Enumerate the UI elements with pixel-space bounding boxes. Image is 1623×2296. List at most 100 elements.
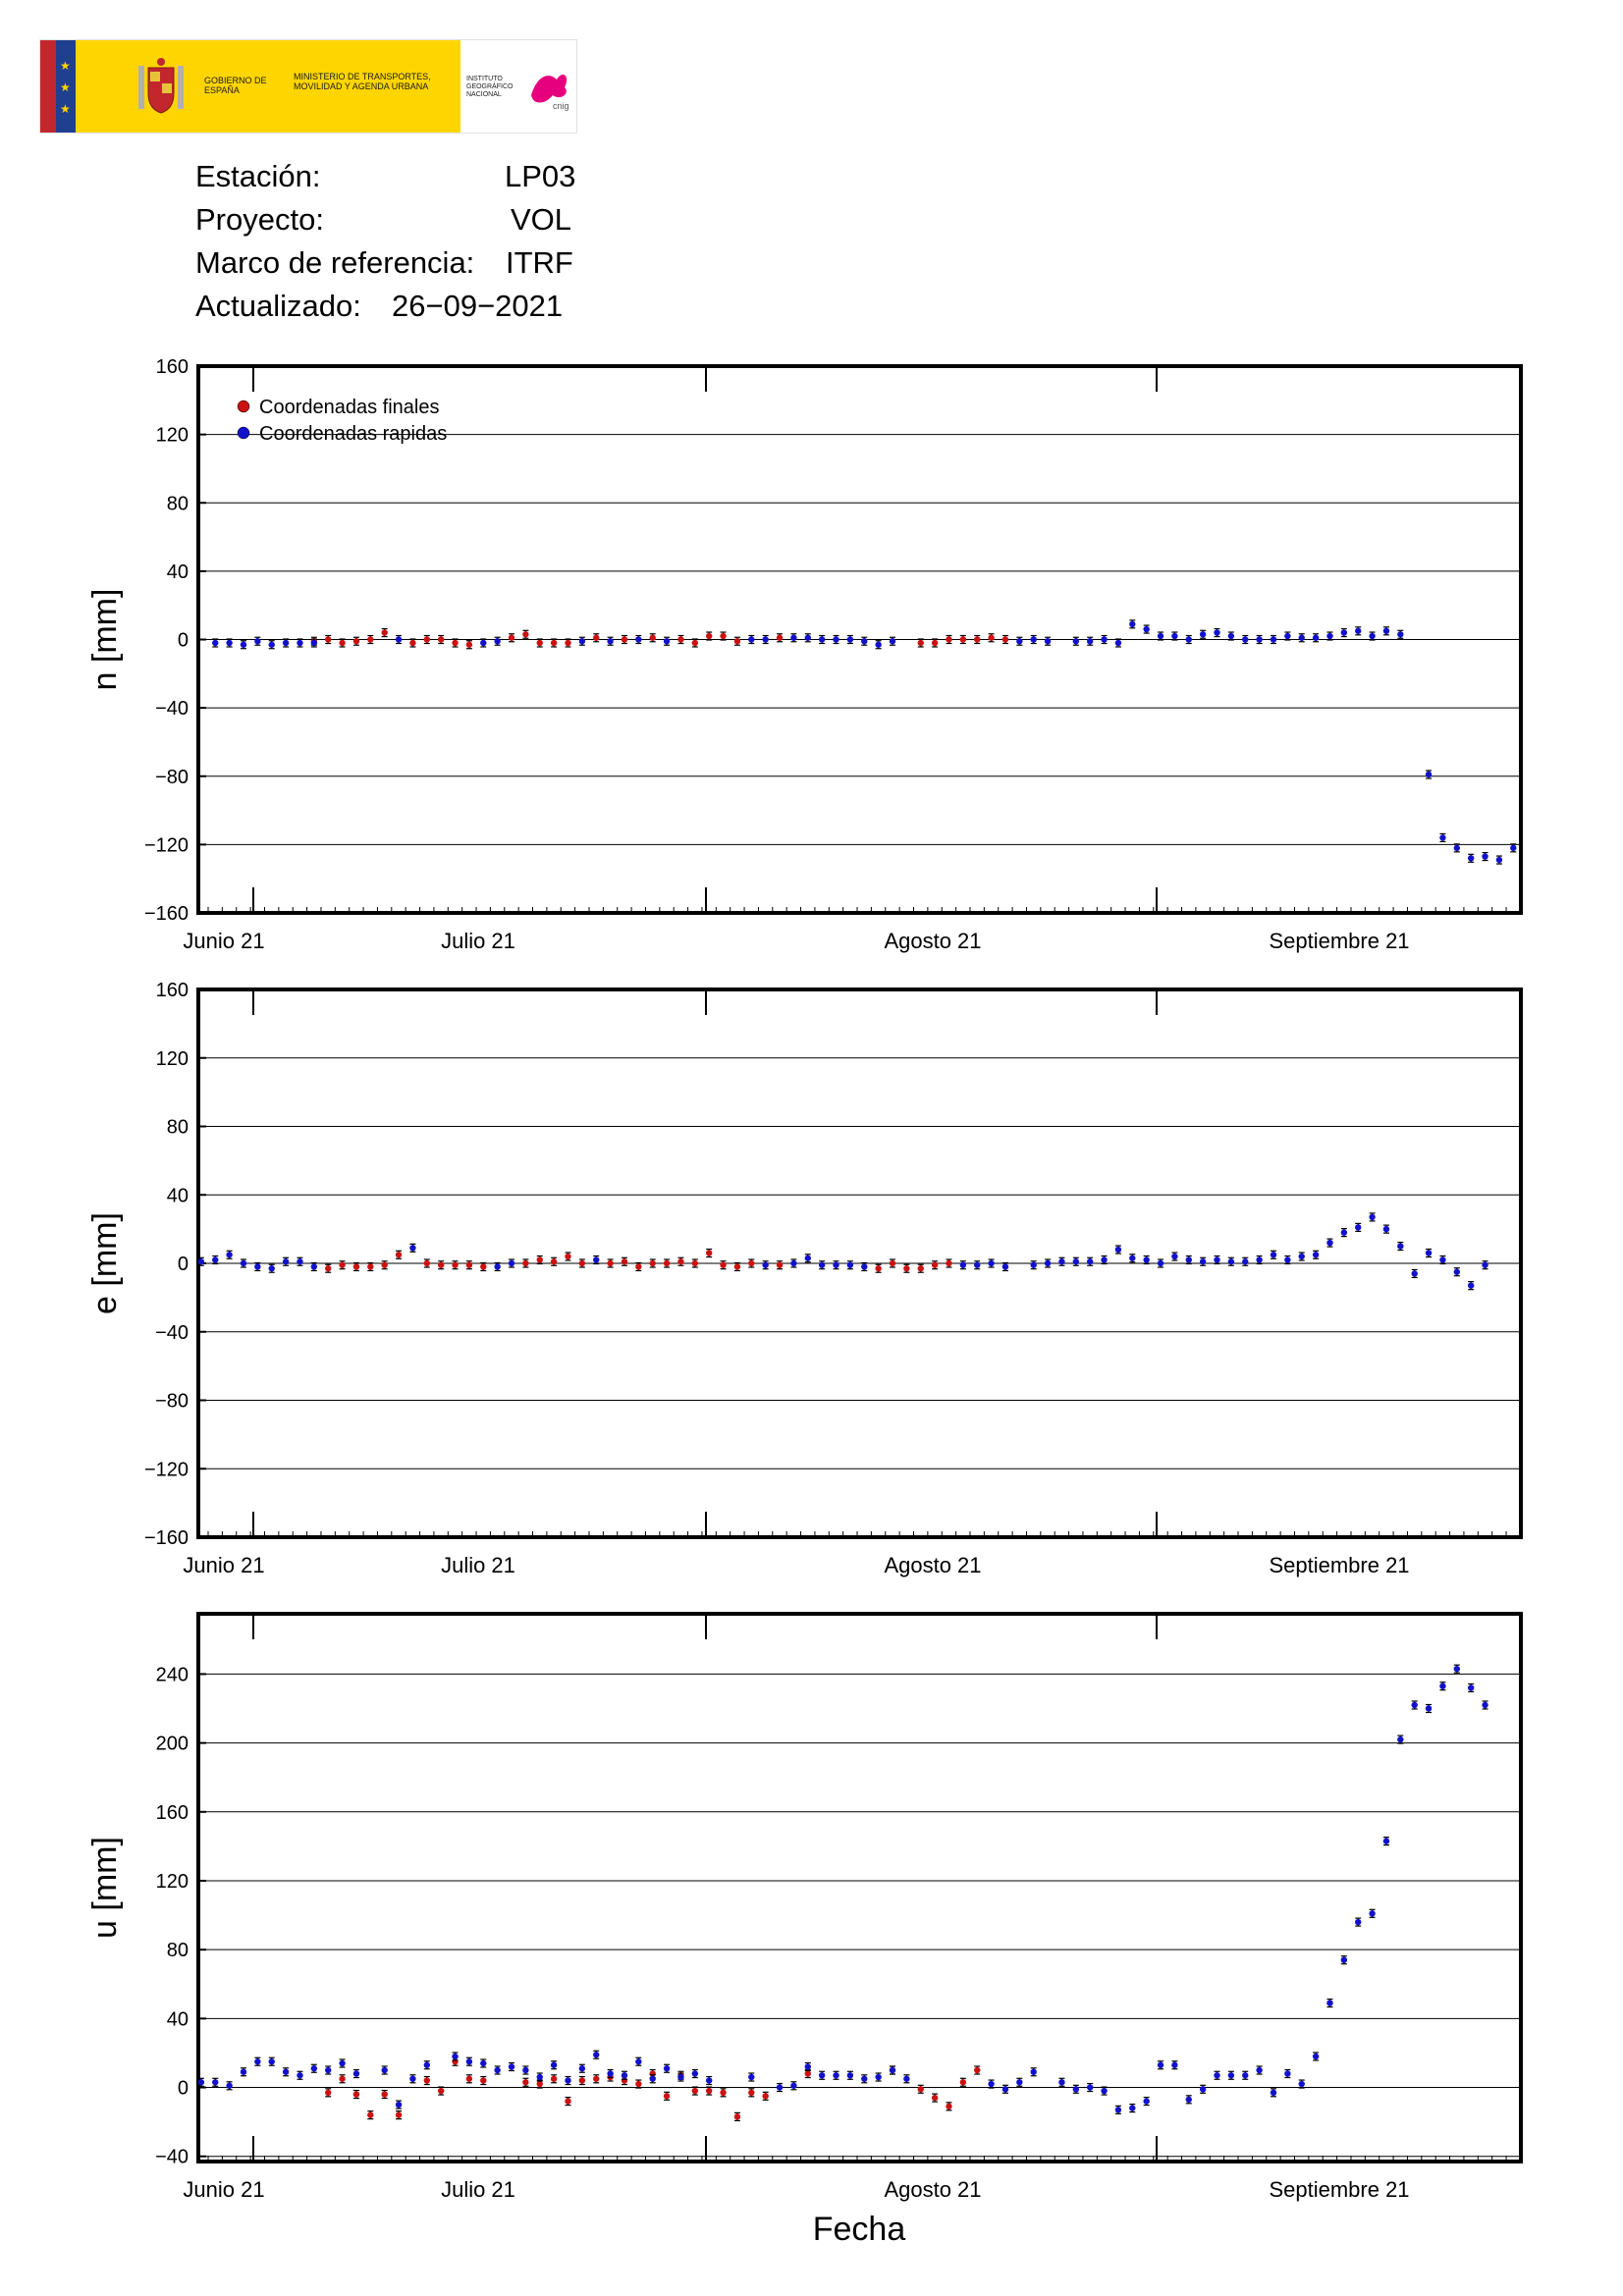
legend-marker <box>237 426 250 440</box>
legend: Coordenadas finales Coordenadas rapidas <box>237 397 447 445</box>
data-point <box>1284 631 1291 641</box>
data-point <box>282 638 290 648</box>
data-point <box>268 1263 275 1273</box>
data-point <box>254 636 261 646</box>
svg-text:cnig: cnig <box>553 101 569 111</box>
data-point <box>677 2070 684 2080</box>
data-point <box>297 638 303 648</box>
data-point <box>1453 843 1461 853</box>
data-point <box>1425 770 1433 779</box>
data-point <box>1467 1281 1475 1291</box>
data-point <box>536 638 543 648</box>
data-point <box>480 2075 487 2086</box>
data-point <box>1397 1241 1404 1252</box>
data-point <box>212 638 219 648</box>
data-point <box>325 634 332 645</box>
data-point <box>1397 629 1404 639</box>
y-tick-label: 120 <box>156 425 189 447</box>
data-point <box>1312 2052 1320 2061</box>
data-point <box>649 1258 656 1268</box>
data-point <box>1482 1700 1488 1710</box>
data-point <box>1326 631 1333 641</box>
data-point <box>959 2077 967 2087</box>
data-point <box>1270 634 1277 645</box>
data-point <box>593 633 600 643</box>
data-point <box>452 2056 459 2066</box>
data-point <box>733 636 741 646</box>
data-point <box>1199 1256 1207 1266</box>
data-point <box>649 2068 656 2079</box>
data-point <box>226 2081 233 2091</box>
y-tick-label: 80 <box>167 1117 189 1139</box>
data-point <box>1340 627 1348 638</box>
data-point <box>1425 1248 1433 1258</box>
chart-panel-n: −160 −120 −80 −40 0 40 80 120 160 Junio 21 Julio 2… <box>86 356 1523 953</box>
data-point <box>1044 1258 1052 1268</box>
data-point <box>197 1256 205 1266</box>
data-point <box>508 1258 515 1268</box>
data-point <box>776 2082 784 2093</box>
data-point <box>649 633 656 643</box>
data-point <box>635 2056 642 2066</box>
data-point <box>1439 1682 1446 1691</box>
data-point <box>1369 631 1376 641</box>
data-point <box>635 2079 642 2089</box>
ministerio-text: MINISTERIO DE TRANSPORTES, MOVILIDAD Y A… <box>294 72 431 91</box>
x-tick-label: Agosto 21 <box>884 1553 981 1577</box>
data-point <box>578 2075 586 2086</box>
data-point <box>565 2096 571 2107</box>
data-point <box>846 1260 854 1270</box>
data-point <box>748 1258 755 1268</box>
data-point <box>352 1261 360 1272</box>
data-point <box>663 2063 671 2073</box>
frame-value: ITRF <box>506 245 573 280</box>
data-point <box>1227 631 1235 641</box>
y-axis-label: u [mm] <box>86 1837 124 1939</box>
data-point <box>339 2074 346 2084</box>
data-point <box>1016 636 1023 646</box>
data-point <box>480 2058 487 2068</box>
data-point <box>663 1258 671 1268</box>
data-point <box>1001 2084 1009 2094</box>
logo-banner: ★ ★ ★ GOBIERNO DE ESPAÑA MINISTERIO DE T… <box>39 39 577 133</box>
data-point <box>804 2068 811 2079</box>
data-point <box>1270 2088 1277 2098</box>
eu-stars-icon: ★ ★ ★ <box>60 59 71 116</box>
data-point <box>1227 1256 1235 1266</box>
data-point <box>1256 1255 1263 1265</box>
y-tick-label: −40 <box>155 698 189 720</box>
data-point <box>903 1263 910 1273</box>
data-point <box>649 2074 656 2084</box>
data-point <box>1270 1250 1277 1259</box>
data-point <box>593 2050 600 2059</box>
data-point <box>607 636 614 646</box>
series-rapidas <box>197 1212 1488 1291</box>
data-point <box>465 640 473 650</box>
data-point <box>522 2065 529 2075</box>
data-point <box>297 1256 303 1266</box>
data-point <box>593 2074 600 2084</box>
data-point <box>833 1260 839 1270</box>
data-point <box>691 2086 699 2096</box>
data-point <box>1157 1258 1164 1268</box>
data-point <box>212 2077 219 2087</box>
data-point <box>705 1248 713 1258</box>
data-point <box>310 638 318 648</box>
data-point <box>931 1260 939 1270</box>
data-point <box>437 2086 445 2096</box>
x-tick-label: Junio 21 <box>183 1553 264 1577</box>
data-point <box>282 2067 290 2077</box>
data-point <box>240 2067 247 2077</box>
data-point <box>339 1260 346 1270</box>
data-point <box>917 1263 924 1273</box>
data-point <box>1326 1998 1333 2008</box>
plot-frame <box>196 988 1523 1539</box>
data-point <box>593 1255 600 1265</box>
data-point <box>1171 1252 1178 1261</box>
y-tick-label: 240 <box>156 1664 189 1685</box>
coat-of-arms-icon <box>138 58 184 114</box>
data-point <box>310 1261 318 1272</box>
data-point <box>550 2060 558 2070</box>
data-point <box>861 636 868 646</box>
data-point <box>1001 634 1009 645</box>
